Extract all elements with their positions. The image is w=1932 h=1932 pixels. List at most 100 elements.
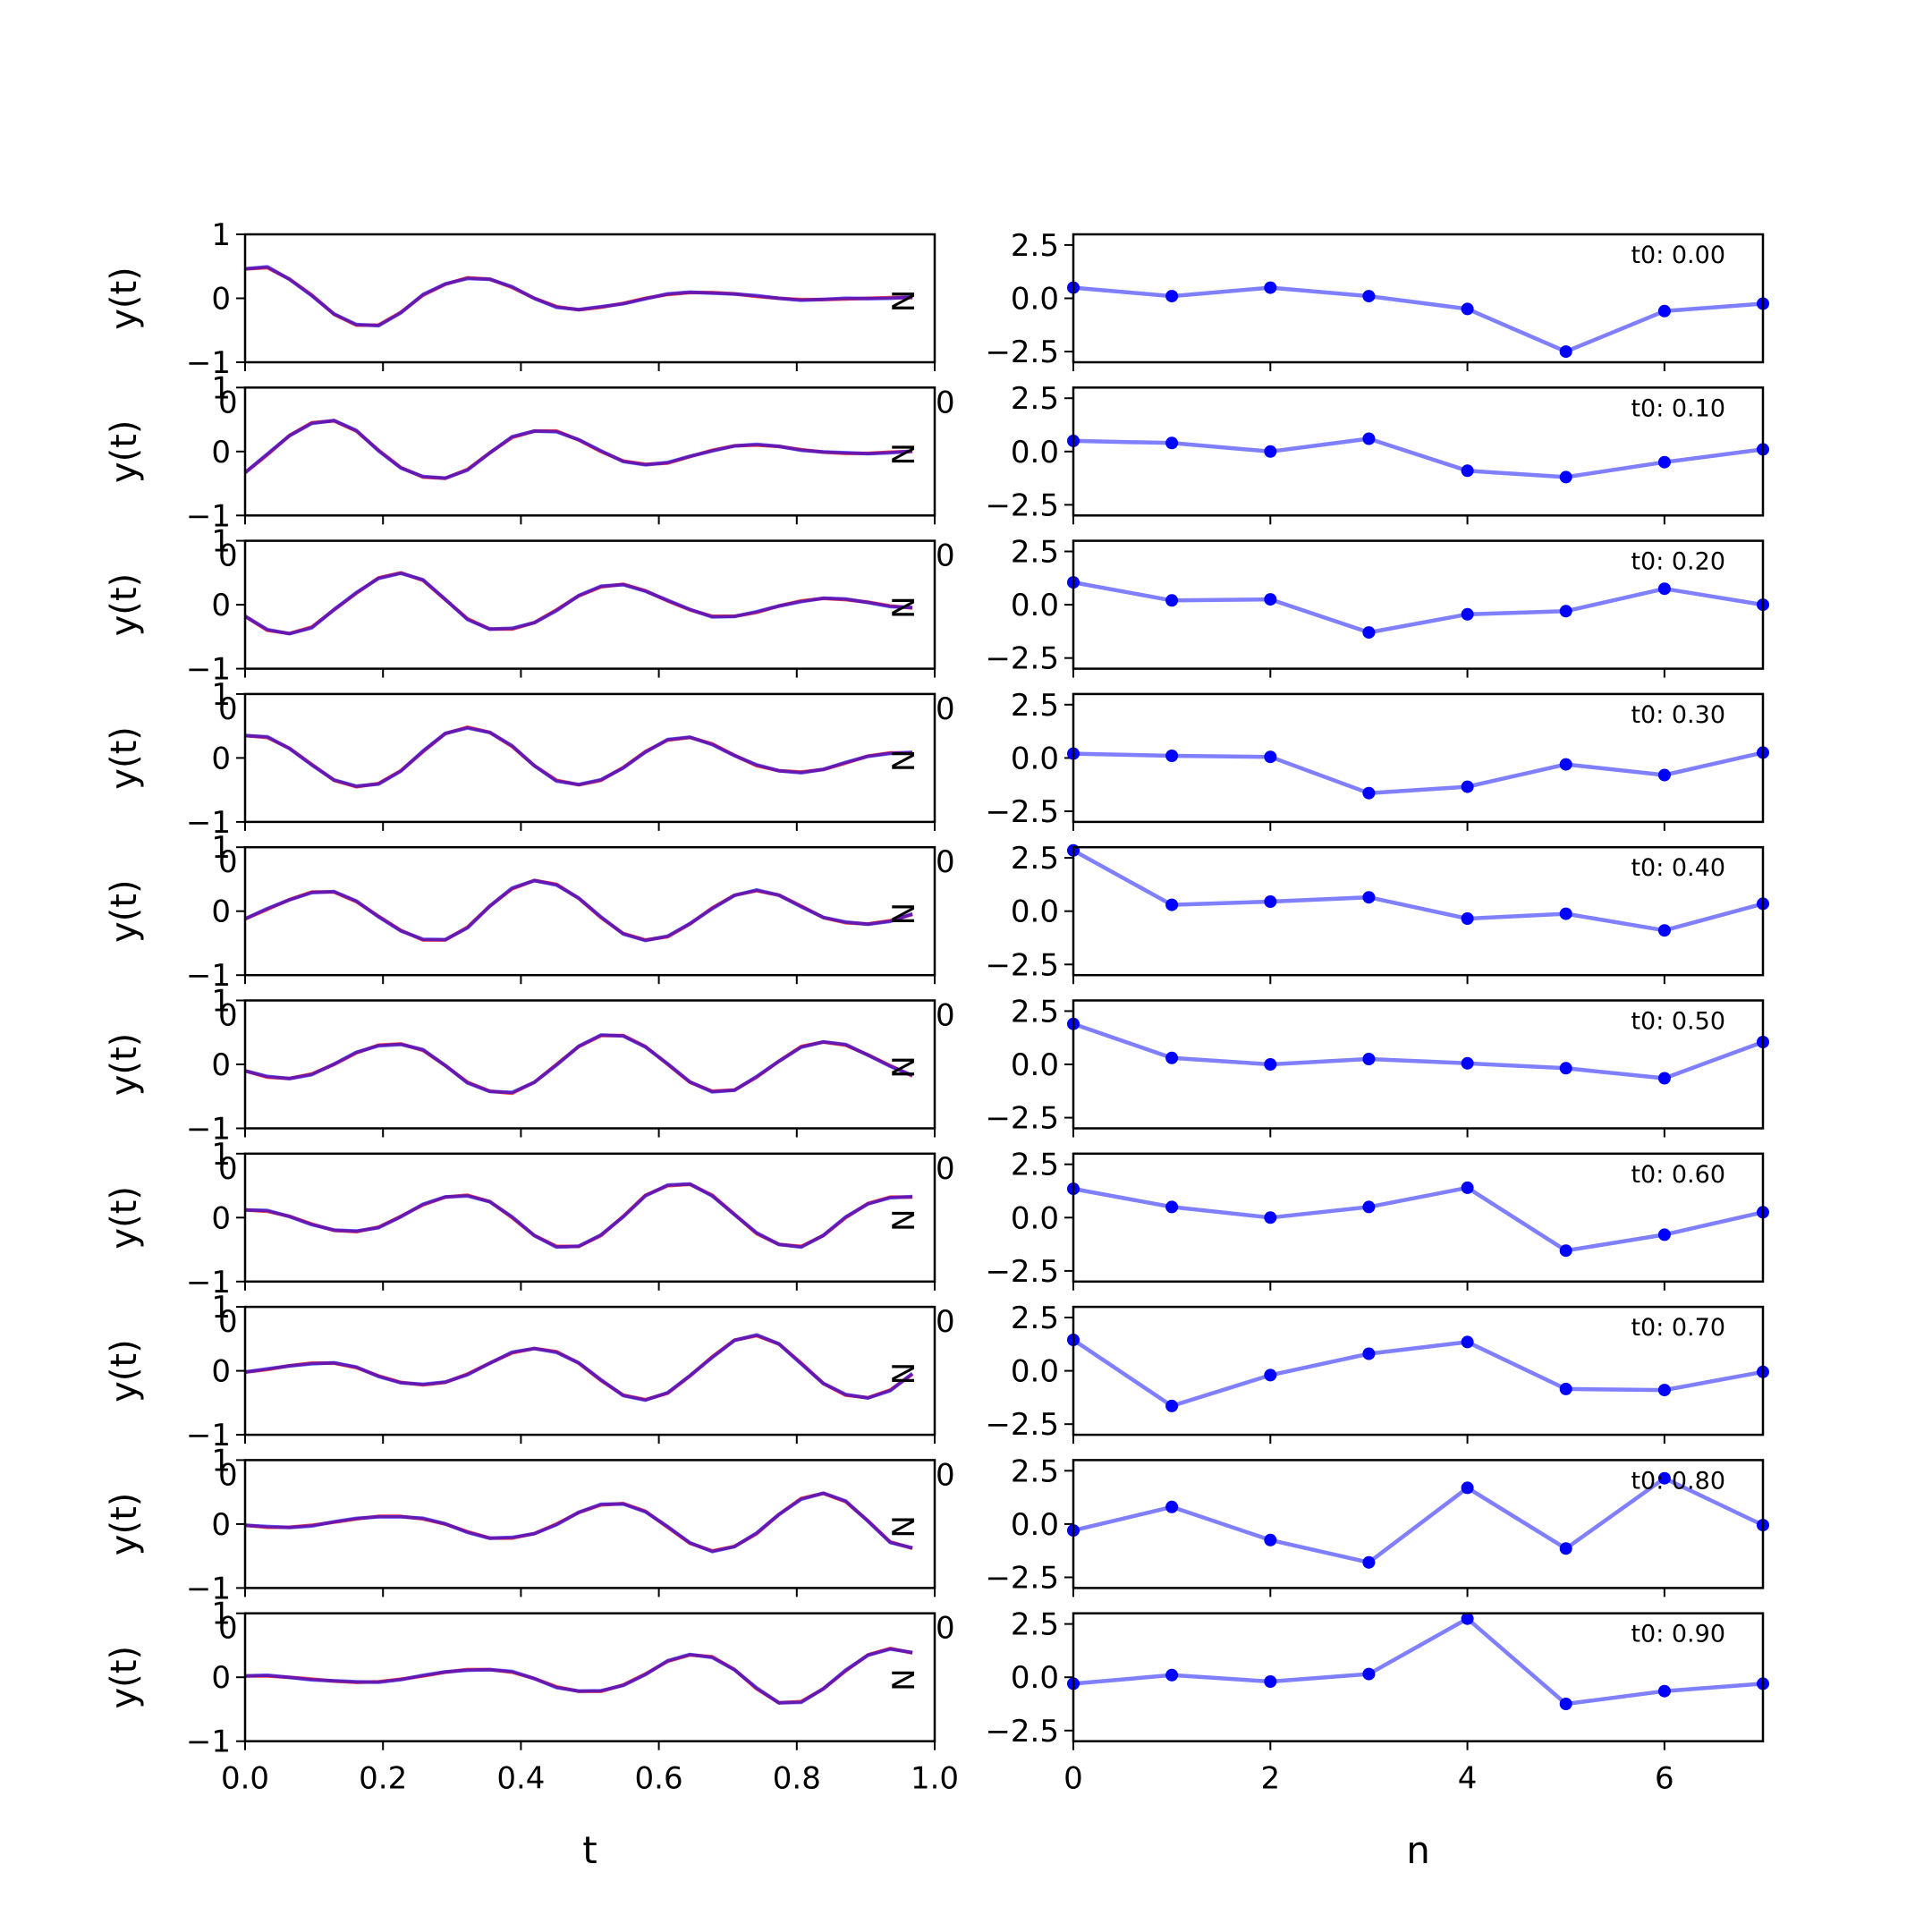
coeff-line <box>1072 285 1764 354</box>
overlapped-tick-label: 0 <box>936 385 955 420</box>
coeff-point <box>1657 455 1671 469</box>
coeff-point <box>1362 1200 1376 1214</box>
y-tick-label: −1 <box>186 1418 231 1453</box>
y-tick-label: 0.0 <box>1011 435 1059 470</box>
overlapped-tick-label: 0 <box>936 844 955 880</box>
coeff-point <box>1559 470 1572 484</box>
y-tick-label: 1 <box>211 984 231 1020</box>
y-tick-label: 0 <box>211 435 231 470</box>
coeff-line <box>1072 1476 1764 1565</box>
y-tick-label: −2.5 <box>985 1560 1059 1596</box>
time-offset-annotation: t0: 0.20 <box>1631 548 1725 576</box>
time-offset-annotation: t0: 0.90 <box>1631 1621 1725 1648</box>
y-tick-label: −1 <box>186 498 231 534</box>
overlapped-tick-label: 0 <box>218 844 238 880</box>
overlapped-tick-label: 0 <box>218 538 238 574</box>
y-tick-label: −2.5 <box>985 794 1059 830</box>
y-tick-label: 1 <box>211 1137 231 1173</box>
y-axis-label: y(t) <box>104 573 145 637</box>
clipped-label: N <box>886 1055 922 1078</box>
subplot-row: 10−10 0y(t) N2.50.0−2.5t0: 0.30 <box>104 677 1769 841</box>
y-tick-label: 0.0 <box>1011 282 1059 318</box>
coeff-point <box>1264 895 1277 908</box>
y-tick-label: −2.5 <box>985 1714 1059 1750</box>
axes-frame <box>243 233 936 364</box>
subplot-row: 10−10 0y(t) N2.50.0−2.5t0: 0.80 <box>104 1443 1769 1606</box>
x-tick-label: 4 <box>1458 1761 1478 1797</box>
coeff-point <box>1165 1200 1179 1214</box>
coeff-point <box>1362 626 1376 640</box>
time-offset-annotation: t0: 0.40 <box>1631 854 1725 882</box>
signal-fit-line <box>244 1647 913 1705</box>
y-axis-label: y(t) <box>104 1493 145 1556</box>
time-offset-annotation: t0: 0.00 <box>1631 242 1725 269</box>
subplot-row: 10−10 0y(t) N2.50.0−2.5t0: 0.70 <box>104 1290 1769 1453</box>
signal-fit-line <box>244 1182 913 1250</box>
coeff-point <box>1362 1347 1376 1360</box>
clipped-label: N <box>886 596 922 618</box>
coeff-point <box>1264 1533 1277 1546</box>
coeff-point <box>1559 1698 1572 1710</box>
clipped-label: N <box>886 1362 922 1385</box>
coeff-point <box>1657 1072 1671 1085</box>
coeff-point <box>1264 281 1277 294</box>
overlapped-tick-label: 0 <box>936 1611 955 1647</box>
y-tick-label: −2.5 <box>985 1101 1059 1137</box>
coeff-point <box>1165 898 1179 911</box>
coeff-point <box>1264 1211 1277 1224</box>
y-tick-label: 2.5 <box>1011 228 1059 264</box>
coeff-line <box>1072 1616 1764 1707</box>
x-tick-label: 0.4 <box>496 1761 545 1797</box>
coeff-point <box>1264 445 1277 458</box>
time-offset-annotation: t0: 0.60 <box>1631 1161 1725 1189</box>
axes-frame <box>243 1152 936 1284</box>
y-tick-label: −2.5 <box>985 641 1059 677</box>
axes-frame <box>1072 845 1765 977</box>
coeff-point <box>1559 1542 1572 1555</box>
y-tick-label: 2.5 <box>1011 381 1059 417</box>
coeff-point <box>1264 1058 1277 1071</box>
subplot-row: 10−10 0y(t) N2.50.0−2.5t0: 0.10 <box>104 370 1769 534</box>
coeff-line <box>1072 1185 1764 1253</box>
y-tick-label: 0 <box>211 1354 231 1390</box>
clipped-label: N <box>886 902 922 925</box>
overlapped-tick-label: 0 <box>218 1304 238 1340</box>
overlapped-tick-label: 0 <box>218 1151 238 1187</box>
axes-frame <box>1072 1459 1765 1589</box>
clipped-label: N <box>886 750 922 772</box>
time-offset-annotation: t0: 0.10 <box>1631 394 1725 422</box>
axes-frame <box>243 386 936 517</box>
y-tick-label: −2.5 <box>985 335 1059 370</box>
axes-frame <box>243 539 936 670</box>
x-tick-label: 0.6 <box>635 1761 683 1797</box>
signal-fit-line <box>244 725 913 788</box>
axes-frame <box>243 1459 936 1589</box>
y-tick-label: 0.0 <box>1011 1507 1059 1543</box>
y-tick-label: −1 <box>186 345 231 381</box>
y-tick-label: 0.0 <box>1011 741 1059 776</box>
y-tick-label: 1 <box>211 1290 231 1326</box>
axes-frame <box>243 999 936 1130</box>
axes-frame <box>243 1612 936 1742</box>
coeff-point <box>1657 1471 1671 1485</box>
clipped-label: N <box>886 1515 922 1538</box>
coeff-point <box>1461 1335 1474 1349</box>
overlapped-tick-label: 0 <box>218 1611 238 1647</box>
y-tick-label: 1 <box>211 1443 231 1479</box>
y-tick-label: −1 <box>186 1571 231 1606</box>
time-offset-annotation: t0: 0.80 <box>1631 1467 1725 1495</box>
overlapped-tick-label: 0 <box>936 1151 955 1187</box>
y-tick-label: 0 <box>211 741 231 776</box>
overlapped-tick-label: 0 <box>936 1457 955 1493</box>
y-tick-label: −2.5 <box>985 1254 1059 1290</box>
coeff-point <box>1362 1053 1376 1065</box>
y-axis-label: y(t) <box>104 726 145 790</box>
x-tick-label: 0.2 <box>359 1761 407 1797</box>
y-tick-label: 1 <box>211 830 231 866</box>
coeff-point <box>1461 464 1474 478</box>
coeff-point <box>1165 750 1179 762</box>
coeff-point <box>1165 436 1179 450</box>
coeff-point <box>1559 758 1572 771</box>
y-tick-label: 0.0 <box>1011 1660 1059 1696</box>
x-axis-label: n <box>1406 1828 1430 1872</box>
